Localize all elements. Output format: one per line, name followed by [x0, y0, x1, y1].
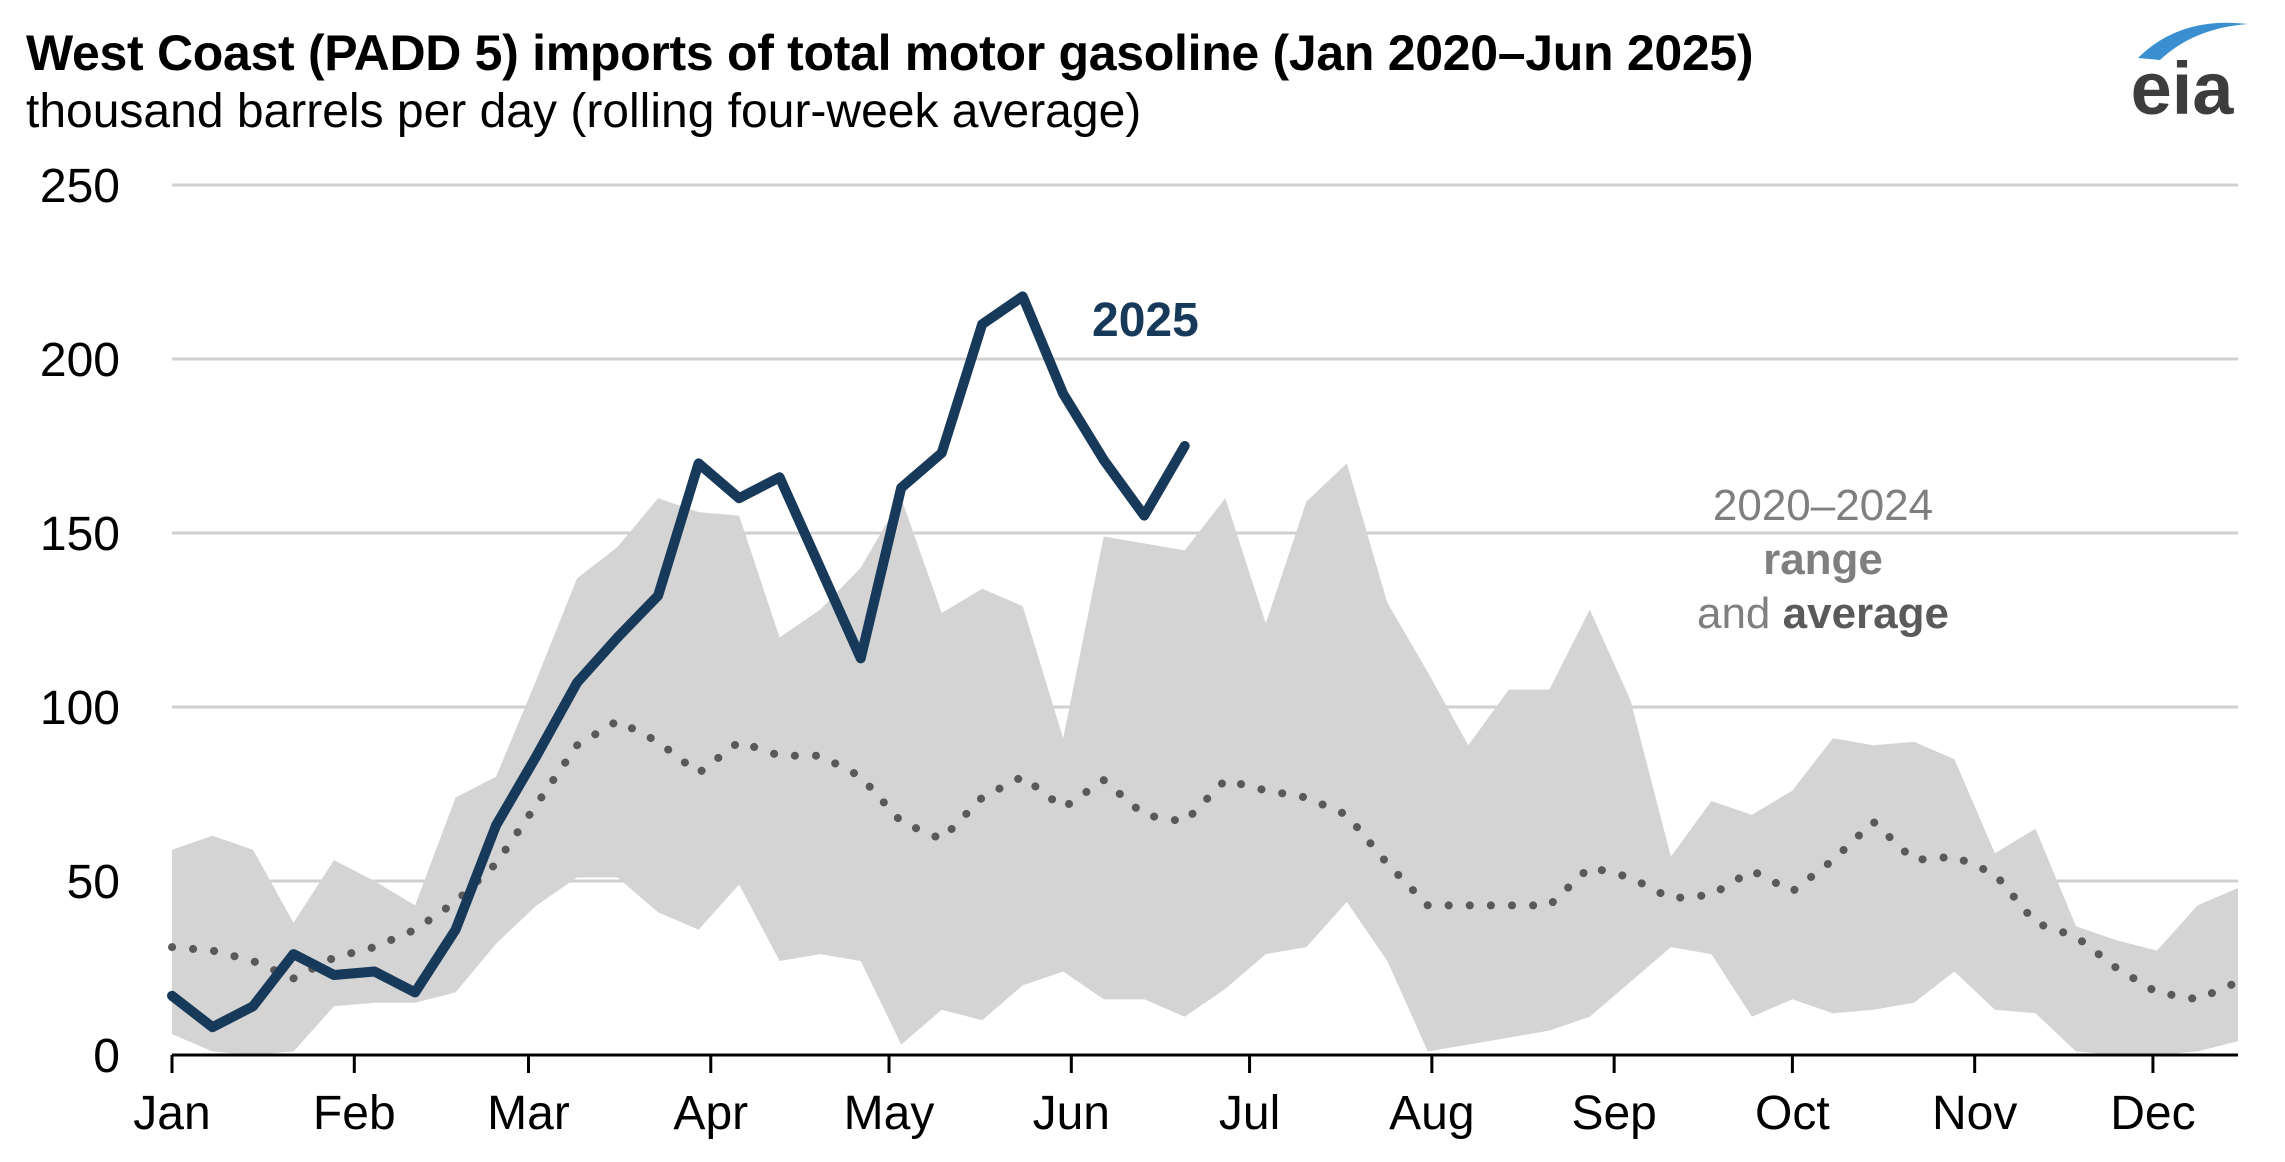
y-tick-label: 100 [40, 682, 120, 735]
x-tick-label: Dec [2110, 1087, 2195, 1140]
y-tick-label: 150 [40, 508, 120, 561]
range-label-line3: and average [1697, 589, 1949, 638]
line-2025 [167, 291, 1190, 1033]
x-tick-label: Aug [1389, 1087, 1474, 1140]
x-tick-label: Oct [1755, 1087, 1830, 1140]
range-band-area [172, 463, 2238, 1055]
x-tick-label: Feb [313, 1087, 396, 1140]
logo-arc-icon [2138, 22, 2248, 60]
range-label-and: and [1697, 589, 1770, 638]
range-band [172, 463, 2238, 1055]
series-2025-line [167, 291, 1190, 1033]
y-tick-label: 250 [40, 160, 120, 213]
x-tick-label: Mar [487, 1087, 570, 1140]
chart-title: West Coast (PADD 5) imports of total mot… [26, 25, 1754, 81]
x-tick-label: Jun [1033, 1087, 1110, 1140]
chart-subtitle: thousand barrels per day (rolling four-w… [26, 85, 1142, 138]
y-tick-label: 50 [67, 856, 120, 909]
y-tick-label: 200 [40, 334, 120, 387]
eia-logo: eia [2131, 22, 2248, 130]
range-label-average: average [1783, 589, 1949, 638]
x-tick-label: Apr [673, 1087, 748, 1140]
axes: 0 50 100 150 200 250 Jan Feb Mar Apr May Jun Jul Aug S… [40, 160, 2238, 1140]
annotations: 2025 2020–2024 range and average [1092, 294, 1949, 638]
y-tick-label: 0 [93, 1030, 120, 1083]
x-tick-label: Jul [1219, 1087, 1280, 1140]
range-label-line2: range [1763, 535, 1883, 584]
range-label-line1: 2020–2024 [1713, 481, 1933, 530]
x-tick-label: Jan [133, 1087, 210, 1140]
x-tick-label: Sep [1571, 1087, 1656, 1140]
average-line [168, 716, 2242, 1004]
x-tick-label: May [844, 1087, 935, 1140]
label-2025: 2025 [1092, 294, 1199, 347]
logo-text: eia [2131, 47, 2235, 130]
x-tick-label: Nov [1932, 1087, 2017, 1140]
average-dotted-line [168, 716, 2242, 1004]
